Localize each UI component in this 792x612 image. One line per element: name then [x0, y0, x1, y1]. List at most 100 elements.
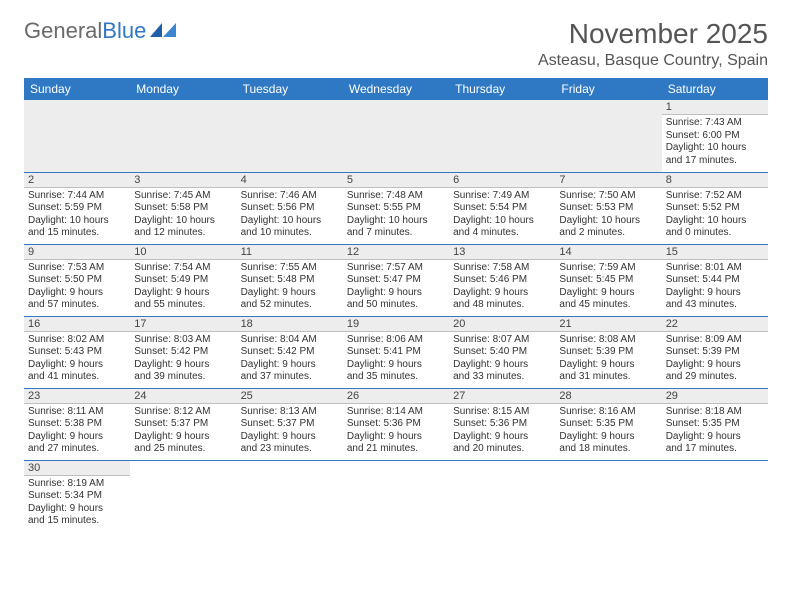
day-info: Sunrise: 7:54 AMSunset: 5:49 PMDaylight:…	[134, 262, 232, 312]
week-row: 16 Sunrise: 8:02 AMSunset: 5:43 PMDayligh…	[24, 316, 768, 388]
empty-cell	[555, 100, 661, 172]
day-info: Sunrise: 8:14 AMSunset: 5:36 PMDaylight:…	[347, 406, 445, 456]
day-header: Monday	[130, 78, 236, 100]
day-number: 16	[24, 317, 130, 332]
day-number: 7	[555, 173, 661, 188]
day-header: Tuesday	[237, 78, 343, 100]
day-info: Sunrise: 7:44 AMSunset: 5:59 PMDaylight:…	[28, 190, 126, 240]
day-cell: 21 Sunrise: 8:08 AMSunset: 5:39 PMDayligh…	[555, 316, 661, 388]
header: GeneralBlue November 2025 Asteasu, Basqu…	[24, 18, 768, 70]
empty-cell	[24, 100, 130, 172]
day-header: Wednesday	[343, 78, 449, 100]
day-info: Sunrise: 7:50 AMSunset: 5:53 PMDaylight:…	[559, 190, 657, 240]
day-info: Sunrise: 7:57 AMSunset: 5:47 PMDaylight:…	[347, 262, 445, 312]
day-info: Sunrise: 8:02 AMSunset: 5:43 PMDaylight:…	[28, 334, 126, 384]
day-info: Sunrise: 7:58 AMSunset: 5:46 PMDaylight:…	[453, 262, 551, 312]
empty-cell	[449, 100, 555, 172]
sail-icon	[150, 23, 176, 37]
week-row: 1Sunrise: 7:43 AMSunset: 6:00 PMDaylight…	[24, 100, 768, 172]
day-header-row: SundayMondayTuesdayWednesdayThursdayFrid…	[24, 78, 768, 100]
week-row: 23Sunrise: 8:11 AMSunset: 5:38 PMDayligh…	[24, 388, 768, 460]
empty-cell	[343, 100, 449, 172]
day-number: 28	[555, 389, 661, 404]
day-info: Sunrise: 7:45 AMSunset: 5:58 PMDaylight:…	[134, 190, 232, 240]
day-info: Sunrise: 8:06 AMSunset: 5:41 PMDaylight:…	[347, 334, 445, 384]
day-cell: 19 Sunrise: 8:06 AMSunset: 5:41 PMDayligh…	[343, 316, 449, 388]
day-cell: 29Sunrise: 8:18 AMSunset: 5:35 PMDayligh…	[662, 388, 768, 460]
day-info: Sunrise: 7:53 AMSunset: 5:50 PMDaylight:…	[28, 262, 126, 312]
day-cell: 28 Sunrise: 8:16 AMSunset: 5:35 PMDayligh…	[555, 388, 661, 460]
day-info: Sunrise: 8:16 AMSunset: 5:35 PMDaylight:…	[559, 406, 657, 456]
logo-text-2: Blue	[102, 18, 146, 44]
calendar-body: 1Sunrise: 7:43 AMSunset: 6:00 PMDaylight…	[24, 100, 768, 532]
day-cell: 7 Sunrise: 7:50 AMSunset: 5:53 PMDaylight…	[555, 172, 661, 244]
day-info: Sunrise: 8:07 AMSunset: 5:40 PMDaylight:…	[453, 334, 551, 384]
day-cell: 14Sunrise: 7:59 AMSunset: 5:45 PMDayligh…	[555, 244, 661, 316]
day-number: 30	[24, 461, 130, 476]
day-cell: 10Sunrise: 7:54 AMSunset: 5:49 PMDayligh…	[130, 244, 236, 316]
day-number: 6	[449, 173, 555, 188]
day-number: 5	[343, 173, 449, 188]
day-cell: 24 Sunrise: 8:12 AMSunset: 5:37 PMDayligh…	[130, 388, 236, 460]
day-info: Sunrise: 7:48 AMSunset: 5:55 PMDaylight:…	[347, 190, 445, 240]
day-cell: 4Sunrise: 7:46 AMSunset: 5:56 PMDaylight…	[237, 172, 343, 244]
day-cell: 23Sunrise: 8:11 AMSunset: 5:38 PMDayligh…	[24, 388, 130, 460]
location-text: Asteasu, Basque Country, Spain	[538, 52, 768, 70]
day-number: 17	[130, 317, 236, 332]
day-number: 19	[343, 317, 449, 332]
empty-cell	[237, 460, 343, 532]
day-info: Sunrise: 8:03 AMSunset: 5:42 PMDaylight:…	[134, 334, 232, 384]
day-info: Sunrise: 8:04 AMSunset: 5:42 PMDaylight:…	[241, 334, 339, 384]
day-number: 24	[130, 389, 236, 404]
week-row: 2 Sunrise: 7:44 AMSunset: 5:59 PMDaylight…	[24, 172, 768, 244]
day-info: Sunrise: 7:52 AMSunset: 5:52 PMDaylight:…	[666, 190, 764, 240]
day-cell: 11Sunrise: 7:55 AMSunset: 5:48 PMDayligh…	[237, 244, 343, 316]
day-header: Thursday	[449, 78, 555, 100]
day-cell: 25Sunrise: 8:13 AMSunset: 5:37 PMDayligh…	[237, 388, 343, 460]
empty-cell	[130, 100, 236, 172]
month-title: November 2025	[538, 18, 768, 50]
week-row: 30 Sunrise: 8:19 AMSunset: 5:34 PMDayligh…	[24, 460, 768, 532]
day-number: 4	[237, 173, 343, 188]
day-header: Sunday	[24, 78, 130, 100]
week-row: 9 Sunrise: 7:53 AMSunset: 5:50 PMDaylight…	[24, 244, 768, 316]
empty-cell	[130, 460, 236, 532]
day-number: 20	[449, 317, 555, 332]
day-number: 2	[24, 173, 130, 188]
day-number: 25	[237, 389, 343, 404]
day-info: Sunrise: 8:15 AMSunset: 5:36 PMDaylight:…	[453, 406, 551, 456]
calendar-table: SundayMondayTuesdayWednesdayThursdayFrid…	[24, 78, 768, 532]
day-info: Sunrise: 8:12 AMSunset: 5:37 PMDaylight:…	[134, 406, 232, 456]
day-number: 1	[662, 100, 768, 115]
day-cell: 2 Sunrise: 7:44 AMSunset: 5:59 PMDaylight…	[24, 172, 130, 244]
day-info: Sunrise: 8:18 AMSunset: 5:35 PMDaylight:…	[666, 406, 764, 456]
day-cell: 1Sunrise: 7:43 AMSunset: 6:00 PMDaylight…	[662, 100, 768, 172]
day-cell: 16 Sunrise: 8:02 AMSunset: 5:43 PMDayligh…	[24, 316, 130, 388]
day-header: Friday	[555, 78, 661, 100]
day-info: Sunrise: 7:49 AMSunset: 5:54 PMDaylight:…	[453, 190, 551, 240]
day-number: 9	[24, 245, 130, 260]
day-number: 3	[130, 173, 236, 188]
day-info: Sunrise: 7:55 AMSunset: 5:48 PMDaylight:…	[241, 262, 339, 312]
day-info: Sunrise: 8:19 AMSunset: 5:34 PMDaylight:…	[28, 478, 126, 528]
logo: GeneralBlue	[24, 18, 176, 44]
empty-cell	[555, 460, 661, 532]
day-number: 12	[343, 245, 449, 260]
day-number: 27	[449, 389, 555, 404]
day-info: Sunrise: 8:08 AMSunset: 5:39 PMDaylight:…	[559, 334, 657, 384]
day-info: Sunrise: 7:59 AMSunset: 5:45 PMDaylight:…	[559, 262, 657, 312]
day-number: 23	[24, 389, 130, 404]
day-cell: 6 Sunrise: 7:49 AMSunset: 5:54 PMDaylight…	[449, 172, 555, 244]
empty-cell	[343, 460, 449, 532]
day-cell: 22Sunrise: 8:09 AMSunset: 5:39 PMDayligh…	[662, 316, 768, 388]
day-cell: 27 Sunrise: 8:15 AMSunset: 5:36 PMDayligh…	[449, 388, 555, 460]
day-header: Saturday	[662, 78, 768, 100]
day-cell: 12 Sunrise: 7:57 AMSunset: 5:47 PMDayligh…	[343, 244, 449, 316]
day-info: Sunrise: 8:01 AMSunset: 5:44 PMDaylight:…	[666, 262, 764, 312]
day-cell: 13Sunrise: 7:58 AMSunset: 5:46 PMDayligh…	[449, 244, 555, 316]
logo-text-1: General	[24, 18, 102, 44]
day-number: 8	[662, 173, 768, 188]
day-number: 21	[555, 317, 661, 332]
empty-cell	[449, 460, 555, 532]
day-cell: 9 Sunrise: 7:53 AMSunset: 5:50 PMDaylight…	[24, 244, 130, 316]
